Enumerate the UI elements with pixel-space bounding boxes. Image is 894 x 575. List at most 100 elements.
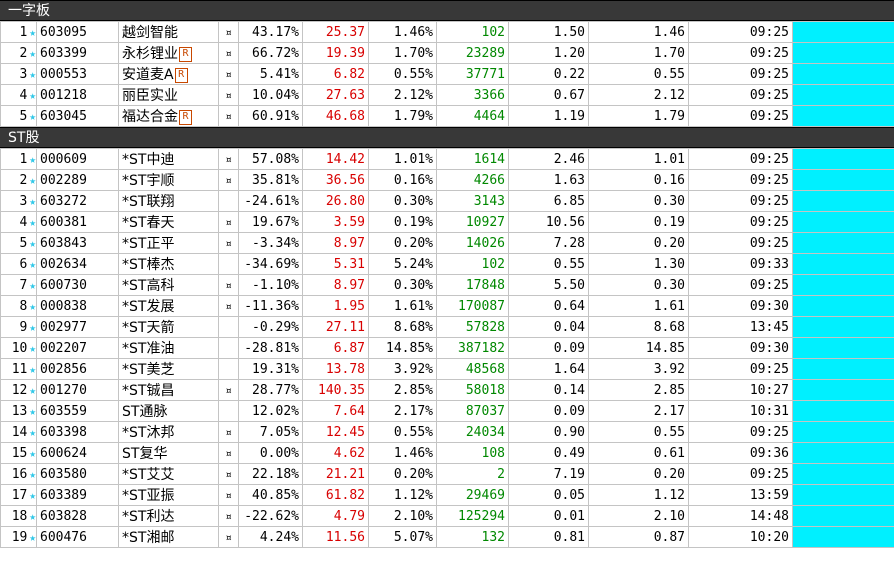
star-icon[interactable]: ★ bbox=[29, 236, 36, 250]
stock-name-cell[interactable]: *ST中迪 bbox=[118, 148, 219, 170]
stock-name-cell[interactable]: *ST正平 bbox=[118, 232, 219, 254]
stock-code[interactable]: 603580 bbox=[36, 463, 119, 485]
table-row[interactable]: 1 ★ 000609 *ST中迪 ¤ 57.08% 14.42 1.01% 1614 2.46 1.… bbox=[0, 148, 894, 170]
table-row[interactable]: 9 ★ 002977 *ST天箭 -0.29% 27.11 8.68% 57828 0.04 8.… bbox=[0, 316, 894, 338]
table-row[interactable]: 18 ★ 603828 *ST利达 ¤ -22.62% 4.79 2.10% 125294 0.0… bbox=[0, 505, 894, 527]
stock-name-cell[interactable]: *ST亚振 bbox=[118, 484, 219, 506]
stock-code[interactable]: 603828 bbox=[36, 505, 119, 527]
stock-name-cell[interactable]: 安道麦A R bbox=[118, 63, 219, 85]
star-icon[interactable]: ★ bbox=[29, 467, 36, 481]
stock-name-cell[interactable]: *ST美芝 bbox=[118, 358, 219, 380]
stock-name-cell[interactable]: 永杉锂业 R bbox=[118, 42, 219, 64]
table-row[interactable]: 14 ★ 603398 *ST沐邦 ¤ 7.05% 12.45 0.55% 24034 0.90 0… bbox=[0, 421, 894, 443]
star-icon[interactable]: ★ bbox=[29, 152, 36, 166]
star-icon[interactable]: ★ bbox=[29, 320, 36, 334]
star-icon[interactable]: ★ bbox=[29, 383, 36, 397]
star-icon[interactable]: ★ bbox=[29, 257, 36, 271]
star-icon[interactable]: ★ bbox=[29, 299, 36, 313]
stock-name-cell[interactable]: 越剑智能 bbox=[118, 21, 219, 43]
table-row[interactable]: 4 ★ 600381 *ST春天 ¤ 19.67% 3.59 0.19% 10927 10.56 0… bbox=[0, 211, 894, 233]
table-row[interactable]: 13 ★ 603559 ST通脉 12.02% 7.64 2.17% 87037 0.09 2.1… bbox=[0, 400, 894, 422]
stock-name: 安道麦A bbox=[122, 67, 174, 83]
stock-name-cell[interactable]: *ST湘邮 bbox=[118, 526, 219, 548]
table-row[interactable]: 1 ★ 603095 越剑智能 ¤ 43.17% 25.37 1.46% 102 1.50 1.46… bbox=[0, 21, 894, 43]
table-row[interactable]: 16 ★ 603580 *ST艾艾 ¤ 22.18% 21.21 0.20% 2 7.19 0.20… bbox=[0, 463, 894, 485]
star-icon[interactable]: ★ bbox=[29, 509, 36, 523]
stock-code[interactable]: 002207 bbox=[36, 337, 119, 359]
stock-code[interactable]: 603045 bbox=[36, 105, 119, 127]
table-row[interactable]: 5 ★ 603843 *ST正平 ¤ -3.34% 8.97 0.20% 14026 7.28 0.… bbox=[0, 232, 894, 254]
star-icon[interactable]: ★ bbox=[29, 88, 36, 102]
table-row[interactable]: 6 ★ 002634 *ST棒杰 -34.69% 5.31 5.24% 102 0.55 1.30… bbox=[0, 253, 894, 275]
star-icon[interactable]: ★ bbox=[29, 446, 36, 460]
section-title[interactable]: ST股 bbox=[0, 127, 894, 148]
stock-code[interactable]: 000609 bbox=[36, 148, 119, 170]
stock-code[interactable]: 603272 bbox=[36, 190, 119, 212]
star-icon[interactable]: ★ bbox=[29, 215, 36, 229]
stock-code[interactable]: 000838 bbox=[36, 295, 119, 317]
table-row[interactable]: 11 ★ 002856 *ST美芝 19.31% 13.78 3.92% 48568 1.64 3… bbox=[0, 358, 894, 380]
stock-name-cell[interactable]: 福达合金 R bbox=[118, 105, 219, 127]
table-row[interactable]: 17 ★ 603389 *ST亚振 ¤ 40.85% 61.82 1.12% 29469 0.05… bbox=[0, 484, 894, 506]
stock-name-cell[interactable]: *ST艾艾 bbox=[118, 463, 219, 485]
table-row[interactable]: 8 ★ 000838 *ST发展 ¤ -11.36% 1.95 1.61% 170087 0.64… bbox=[0, 295, 894, 317]
stock-code[interactable]: 603389 bbox=[36, 484, 119, 506]
stock-code[interactable]: 603559 bbox=[36, 400, 119, 422]
stock-code[interactable]: 603399 bbox=[36, 42, 119, 64]
star-icon[interactable]: ★ bbox=[29, 341, 36, 355]
stock-code[interactable]: 002289 bbox=[36, 169, 119, 191]
stock-code[interactable]: 600624 bbox=[36, 442, 119, 464]
star-icon[interactable]: ★ bbox=[29, 67, 36, 81]
table-row[interactable]: 10 ★ 002207 *ST准油 -28.81% 6.87 14.85% 387182 0.0… bbox=[0, 337, 894, 359]
stock-name-cell[interactable]: *ST宇顺 bbox=[118, 169, 219, 191]
table-row[interactable]: 12 ★ 001270 *ST铖昌 ¤ 28.77% 140.35 2.85% 58018 0.1… bbox=[0, 379, 894, 401]
stock-code[interactable]: 603095 bbox=[36, 21, 119, 43]
star-icon[interactable]: ★ bbox=[29, 278, 36, 292]
stock-code[interactable]: 002856 bbox=[36, 358, 119, 380]
star-icon[interactable]: ★ bbox=[29, 530, 36, 544]
stock-name-cell[interactable]: *ST天箭 bbox=[118, 316, 219, 338]
section-title[interactable]: 一字板 bbox=[0, 0, 894, 21]
stock-code[interactable]: 002634 bbox=[36, 253, 119, 275]
table-row[interactable]: 3 ★ 000553 安道麦A R ¤ 5.41% 6.82 0.55% 37771 0.22 0.5… bbox=[0, 63, 894, 85]
stock-name-cell[interactable]: ST通脉 bbox=[118, 400, 219, 422]
star-icon[interactable]: ★ bbox=[29, 25, 36, 39]
table-row[interactable]: 2 ★ 603399 永杉锂业 R ¤ 66.72% 19.39 1.70% 23289 1.20 1… bbox=[0, 42, 894, 64]
stock-code[interactable]: 001270 bbox=[36, 379, 119, 401]
star-icon[interactable]: ★ bbox=[29, 194, 36, 208]
stock-code[interactable]: 600381 bbox=[36, 211, 119, 233]
stock-code[interactable]: 600730 bbox=[36, 274, 119, 296]
stock-name-cell[interactable]: *ST沐邦 bbox=[118, 421, 219, 443]
stock-name-cell[interactable]: *ST准油 bbox=[118, 337, 219, 359]
star-icon[interactable]: ★ bbox=[29, 425, 36, 439]
stock-name-cell[interactable]: *ST高科 bbox=[118, 274, 219, 296]
stock-code[interactable]: 000553 bbox=[36, 63, 119, 85]
table-row[interactable]: 7 ★ 600730 *ST高科 ¤ -1.10% 8.97 0.30% 17848 5.50 0.… bbox=[0, 274, 894, 296]
table-row[interactable]: 15 ★ 600624 ST复华 ¤ 0.00% 4.62 1.46% 108 0.49 0.61 0… bbox=[0, 442, 894, 464]
stock-name-cell[interactable]: *ST铖昌 bbox=[118, 379, 219, 401]
stock-code[interactable]: 002977 bbox=[36, 316, 119, 338]
stock-code[interactable]: 603398 bbox=[36, 421, 119, 443]
stock-name-cell[interactable]: 丽臣实业 bbox=[118, 84, 219, 106]
stock-code[interactable]: 001218 bbox=[36, 84, 119, 106]
stock-name-cell[interactable]: *ST联翔 bbox=[118, 190, 219, 212]
stock-name-cell[interactable]: *ST棒杰 bbox=[118, 253, 219, 275]
star-icon[interactable]: ★ bbox=[29, 362, 36, 376]
star-icon[interactable]: ★ bbox=[29, 488, 36, 502]
row-index-cell: 14 ★ bbox=[0, 421, 37, 443]
table-row[interactable]: 19 ★ 600476 *ST湘邮 ¤ 4.24% 11.56 5.07% 132 0.81 0.8… bbox=[0, 526, 894, 548]
stock-name-cell[interactable]: *ST利达 bbox=[118, 505, 219, 527]
stock-code[interactable]: 600476 bbox=[36, 526, 119, 548]
stock-name-cell[interactable]: ST复华 bbox=[118, 442, 219, 464]
table-row[interactable]: 3 ★ 603272 *ST联翔 -24.61% 26.80 0.30% 3143 6.85 0.… bbox=[0, 190, 894, 212]
star-icon[interactable]: ★ bbox=[29, 173, 36, 187]
stock-name-cell[interactable]: *ST发展 bbox=[118, 295, 219, 317]
stock-code[interactable]: 603843 bbox=[36, 232, 119, 254]
table-row[interactable]: 4 ★ 001218 丽臣实业 ¤ 10.04% 27.63 2.12% 3366 0.67 2.1… bbox=[0, 84, 894, 106]
table-row[interactable]: 2 ★ 002289 *ST宇顺 ¤ 35.81% 36.56 0.16% 4266 1.63 0.… bbox=[0, 169, 894, 191]
star-icon[interactable]: ★ bbox=[29, 46, 36, 60]
table-row[interactable]: 5 ★ 603045 福达合金 R ¤ 60.91% 46.68 1.79% 4464 1.19 1.… bbox=[0, 105, 894, 127]
star-icon[interactable]: ★ bbox=[29, 109, 36, 123]
star-icon[interactable]: ★ bbox=[29, 404, 36, 418]
stock-name-cell[interactable]: *ST春天 bbox=[118, 211, 219, 233]
